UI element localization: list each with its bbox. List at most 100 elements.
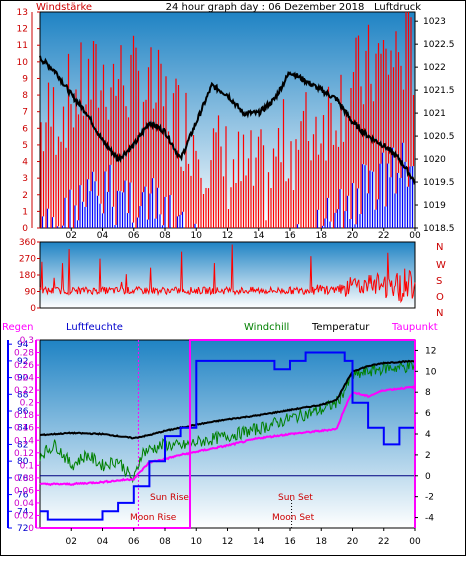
moon-set-label: Moon Set bbox=[272, 513, 315, 523]
x-tick-label: 14 bbox=[253, 231, 265, 241]
x-tick-label: 02 bbox=[66, 537, 77, 547]
humidity-axis-tick-label: 88 bbox=[17, 390, 29, 400]
pressure-axis-tick-label: 1019 bbox=[423, 201, 446, 211]
temp-axis-tick-label: -2 bbox=[425, 493, 434, 503]
x-tick-label: 16 bbox=[284, 231, 296, 241]
temp-axis-tick-label: -4 bbox=[425, 514, 434, 524]
dir-label-n-bottom: N bbox=[436, 308, 443, 319]
wind-axis-tick-label: 1 bbox=[22, 207, 28, 217]
rain-axis-tick-label: 0.26 bbox=[14, 361, 34, 371]
wind-axis-tick-label: 0 bbox=[22, 224, 28, 234]
wind-axis-tick-label: 4 bbox=[22, 158, 28, 168]
temp-axis-tick-label: 4 bbox=[425, 430, 431, 440]
pressure-axis-tick-label: 1020 bbox=[423, 155, 446, 165]
humidity-axis-tick-label: 92 bbox=[17, 357, 28, 367]
pressure-axis-tick-label: 1022 bbox=[423, 63, 446, 73]
x-tick-label: 20 bbox=[347, 231, 359, 241]
pressure-axis-tick-label: 1019.5 bbox=[423, 178, 455, 188]
humidity-axis-tick-label: 82 bbox=[17, 440, 28, 450]
x-tick-label: 14 bbox=[253, 537, 265, 547]
rain-axis-tick-label: 0 bbox=[28, 524, 34, 534]
x-tick-label: 12 bbox=[222, 231, 233, 241]
direction-plot bbox=[39, 244, 416, 304]
moon-rise-label: Moon Rise bbox=[130, 513, 177, 523]
x-tick-label: 10 bbox=[191, 231, 203, 241]
pressure-axis-tick-label: 1021.5 bbox=[423, 86, 455, 96]
dir-label-o: O bbox=[436, 292, 444, 303]
rain-axis-tick-label: 0.06 bbox=[14, 486, 34, 496]
sun-rise-label: Sun Rise bbox=[150, 493, 189, 503]
wind-plot bbox=[39, 12, 416, 228]
dir-label-s: S bbox=[436, 276, 442, 287]
pressure-axis-tick-label: 1020.5 bbox=[423, 132, 455, 142]
rain-axis-tick-label: 0.28 bbox=[14, 349, 34, 359]
dir-axis-tick-label: 360 bbox=[19, 238, 36, 248]
wind-axis-tick-label: 5 bbox=[22, 141, 28, 151]
legend-rain: Regen bbox=[2, 322, 34, 333]
pressure-axis-tick-label: 1018.5 bbox=[423, 224, 455, 234]
wind-axis-tick-label: 10 bbox=[17, 58, 29, 68]
wind-axis-tick-label: 11 bbox=[17, 41, 28, 51]
legend-windchill: Windchill bbox=[244, 322, 289, 333]
x-tick-label: 10 bbox=[191, 537, 203, 547]
rain-axis-tick-label: 0.12 bbox=[14, 449, 34, 459]
x-tick-label: 00 bbox=[409, 231, 421, 241]
wind-axis-tick-label: 7 bbox=[22, 108, 28, 118]
legend-temperature: Temperatur bbox=[311, 322, 370, 333]
wind-axis-tick-label: 13 bbox=[17, 8, 28, 18]
humidity-axis-tick-label: 86 bbox=[17, 407, 29, 417]
direction-panel bbox=[39, 241, 416, 309]
x-tick-label: 08 bbox=[159, 231, 171, 241]
temp-axis-tick-label: 2 bbox=[425, 451, 431, 461]
pressure-line bbox=[39, 55, 416, 186]
sun-set-label: Sun Set bbox=[278, 493, 313, 503]
wind-axis-label: Windstärke bbox=[36, 2, 92, 13]
humidity-axis-tick-label: 94 bbox=[17, 340, 29, 350]
wind-axis-tick-label: 9 bbox=[22, 74, 28, 84]
humidity-axis-tick-label: 74 bbox=[17, 507, 29, 517]
dir-label-n-top: N bbox=[436, 242, 443, 253]
legend-humidity: Luftfeuchte bbox=[66, 322, 123, 333]
x-tick-label: 22 bbox=[378, 231, 389, 241]
rain-axis-tick-label: 0.02 bbox=[14, 511, 34, 521]
dir-axis-tick-label: 270 bbox=[19, 255, 36, 265]
wind-axis-tick-label: 6 bbox=[22, 124, 28, 134]
pressure-axis-tick-label: 1021 bbox=[423, 109, 446, 119]
axes: 0123456789101112131018.510191019.5102010… bbox=[7, 8, 455, 547]
humidity-axis-tick-label: 72 bbox=[17, 524, 28, 534]
rain-axis-tick-label: 0.3 bbox=[20, 336, 34, 346]
dir-label-w: W bbox=[436, 260, 446, 271]
direction-line bbox=[39, 244, 416, 304]
humidity-line bbox=[40, 351, 415, 521]
humidity-axis-tick-label: 90 bbox=[17, 374, 29, 384]
x-tick-label: 20 bbox=[347, 537, 359, 547]
rain-axis-tick-label: 0.1 bbox=[20, 461, 34, 471]
x-tick-label: 16 bbox=[284, 537, 296, 547]
rain-axis-tick-label: 0.16 bbox=[14, 424, 34, 434]
rain-axis-tick-label: 0.2 bbox=[20, 399, 34, 409]
x-tick-label: 06 bbox=[128, 537, 140, 547]
rain-axis-tick-label: 0.08 bbox=[14, 474, 34, 484]
x-tick-label: 08 bbox=[159, 537, 171, 547]
dir-axis-tick-label: 90 bbox=[25, 288, 37, 298]
x-tick-label: 18 bbox=[316, 537, 328, 547]
wind-axis-tick-label: 3 bbox=[22, 174, 28, 184]
dir-axis-tick-label: 180 bbox=[19, 271, 36, 281]
pressure-axis-label: Luftdruck bbox=[374, 2, 421, 13]
x-tick-label: 02 bbox=[66, 231, 77, 241]
rain-axis-tick-label: 0.18 bbox=[14, 411, 34, 421]
humidity-axis-tick-label: 76 bbox=[17, 491, 29, 501]
temp-axis-tick-label: 10 bbox=[425, 367, 437, 377]
wind-axis-tick-label: 8 bbox=[22, 91, 28, 101]
rain-axis-tick-label: 0.24 bbox=[14, 374, 34, 384]
x-tick-label: 22 bbox=[378, 537, 389, 547]
dir-axis-tick-label: 0 bbox=[30, 304, 36, 314]
temp-axis-tick-label: 6 bbox=[425, 409, 431, 419]
x-tick-label: 04 bbox=[97, 231, 109, 241]
temp-axis-tick-label: 8 bbox=[425, 388, 431, 398]
pressure-axis-tick-label: 1023 bbox=[423, 17, 446, 27]
chart-title: 24 hour graph day : 06 Dezember 2018 bbox=[166, 2, 365, 13]
